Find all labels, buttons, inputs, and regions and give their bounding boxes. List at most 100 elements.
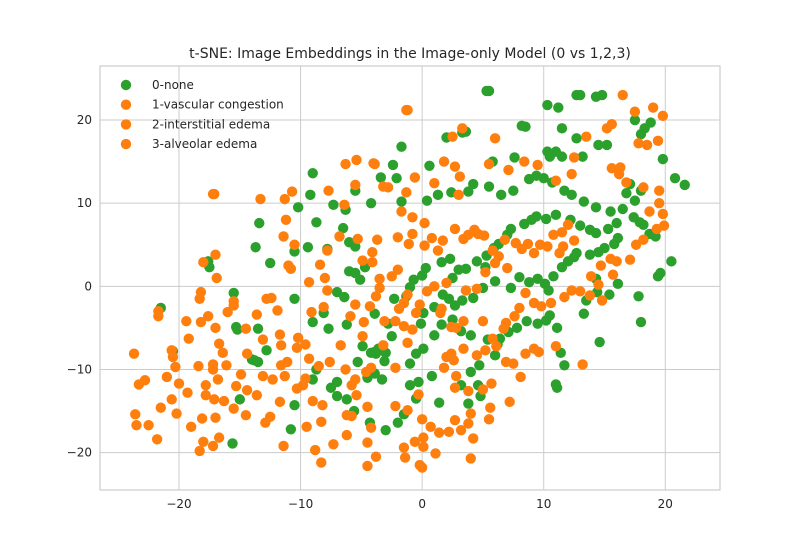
data-point xyxy=(657,110,669,122)
data-point xyxy=(480,266,491,278)
data-point xyxy=(130,409,141,420)
data-point xyxy=(638,234,649,245)
data-point xyxy=(380,424,391,436)
data-point xyxy=(368,158,379,169)
data-point xyxy=(584,249,596,260)
data-point xyxy=(311,217,322,228)
data-point xyxy=(386,271,397,282)
data-point xyxy=(365,422,377,433)
data-point xyxy=(254,217,265,229)
data-point xyxy=(483,414,495,425)
data-point xyxy=(322,285,333,296)
data-point xyxy=(328,439,339,450)
data-point xyxy=(629,106,641,117)
data-point xyxy=(300,339,311,350)
data-point xyxy=(520,121,531,132)
data-point xyxy=(531,211,542,222)
data-point xyxy=(633,291,644,302)
data-point xyxy=(314,259,326,270)
data-point xyxy=(182,387,193,398)
data-point xyxy=(374,273,385,285)
data-point xyxy=(193,360,204,372)
data-point xyxy=(435,307,446,319)
data-point xyxy=(520,348,531,359)
data-point xyxy=(611,256,622,267)
data-point xyxy=(542,99,553,111)
data-point xyxy=(638,219,649,230)
data-point xyxy=(378,181,389,192)
data-point xyxy=(198,436,209,447)
data-point xyxy=(323,185,334,196)
y-tick-label: −10 xyxy=(67,362,92,376)
data-point xyxy=(532,318,543,329)
data-point xyxy=(638,182,649,193)
data-point xyxy=(624,254,636,265)
data-point xyxy=(499,234,511,245)
data-point xyxy=(521,316,532,327)
data-point xyxy=(463,398,474,409)
data-point xyxy=(621,188,632,199)
data-point xyxy=(334,231,345,242)
data-point xyxy=(202,311,214,322)
data-point xyxy=(390,362,401,373)
data-point xyxy=(200,390,211,401)
chart-title: t-SNE: Image Embeddings in the Image-onl… xyxy=(189,46,631,62)
data-point xyxy=(418,307,429,319)
data-point xyxy=(500,317,512,329)
data-point xyxy=(351,390,362,401)
data-point xyxy=(554,247,565,259)
data-point xyxy=(444,253,456,265)
data-point xyxy=(645,117,656,128)
data-point xyxy=(652,135,664,147)
data-point xyxy=(458,343,469,354)
data-point xyxy=(454,171,466,182)
data-point xyxy=(483,158,495,170)
data-point xyxy=(374,282,385,294)
data-point xyxy=(217,347,228,359)
y-tick-label: 10 xyxy=(77,196,92,210)
data-point xyxy=(489,276,501,287)
data-point xyxy=(457,123,468,134)
data-point xyxy=(438,362,450,373)
data-point xyxy=(421,195,433,206)
data-point xyxy=(449,414,461,426)
legend-marker xyxy=(120,79,132,91)
data-point xyxy=(401,187,412,198)
data-point xyxy=(375,172,387,183)
data-point xyxy=(234,394,246,405)
data-point xyxy=(654,185,665,196)
data-point xyxy=(407,228,418,240)
data-point xyxy=(272,305,283,316)
data-point xyxy=(647,102,659,113)
data-point xyxy=(317,400,328,411)
data-point xyxy=(443,426,455,438)
data-point xyxy=(669,173,681,184)
data-point xyxy=(402,104,413,116)
data-point xyxy=(606,163,618,174)
data-point xyxy=(520,287,531,299)
data-point xyxy=(489,257,501,269)
data-point xyxy=(477,384,489,395)
data-point xyxy=(658,220,670,231)
data-point xyxy=(611,217,622,229)
data-point xyxy=(568,152,580,163)
data-point xyxy=(407,212,418,223)
data-point xyxy=(471,283,483,295)
y-tick-label: 20 xyxy=(77,113,92,127)
data-point xyxy=(641,139,653,151)
data-point xyxy=(545,297,557,309)
data-point xyxy=(153,311,164,322)
data-point xyxy=(376,374,388,385)
data-point xyxy=(508,185,519,196)
data-point xyxy=(396,206,407,217)
data-point xyxy=(532,159,543,171)
data-point xyxy=(633,138,644,149)
data-point xyxy=(274,329,286,340)
data-point xyxy=(228,300,239,311)
data-point xyxy=(483,85,495,97)
data-point xyxy=(143,419,154,431)
data-point xyxy=(578,308,590,319)
data-point xyxy=(211,272,222,284)
data-point xyxy=(593,279,604,290)
data-point xyxy=(556,261,568,273)
